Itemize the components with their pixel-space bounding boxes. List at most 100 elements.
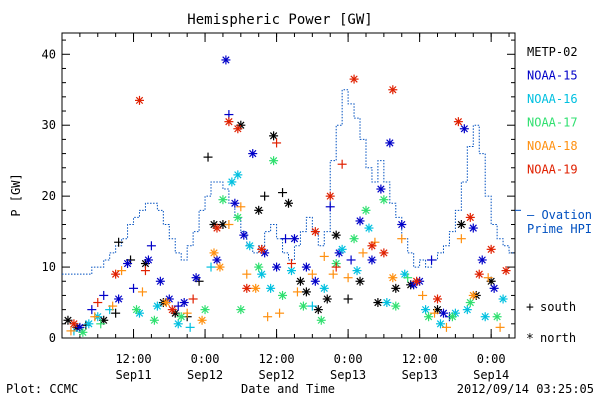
data-point-north	[376, 184, 386, 194]
data-point-north	[453, 117, 463, 127]
data-point-north	[421, 305, 431, 315]
data-point-south	[319, 251, 329, 261]
data-point-north	[352, 266, 362, 276]
data-point-north	[149, 315, 159, 325]
legend-entry: NOAA-15	[527, 69, 578, 83]
data-point-north	[269, 156, 279, 166]
data-point-north	[200, 305, 210, 315]
data-point-north	[337, 244, 347, 254]
legend-entry: METP-02	[527, 45, 578, 59]
data-point-south	[403, 273, 413, 283]
data-point-south	[140, 266, 150, 276]
data-point-north	[266, 283, 276, 293]
data-point-north	[391, 301, 401, 311]
data-point-north	[75, 322, 85, 332]
data-point-north	[289, 234, 299, 244]
data-point-north	[221, 55, 231, 65]
data-point-north	[236, 305, 246, 315]
data-point-north	[173, 319, 183, 329]
data-point-north	[239, 230, 249, 240]
data-point-north	[313, 305, 323, 315]
data-point-south	[224, 220, 234, 230]
data-point-north	[161, 298, 171, 308]
south-marker-symbol: +	[526, 300, 534, 315]
y-tick-label: 20	[42, 189, 56, 203]
data-point-north	[459, 124, 469, 134]
data-point-north	[123, 259, 133, 269]
data-point-north	[84, 319, 94, 329]
y-tick-label: 0	[49, 331, 56, 345]
data-point-north	[114, 294, 124, 304]
data-point-north	[176, 312, 186, 322]
data-point-north	[215, 262, 225, 272]
data-point-north	[254, 262, 264, 272]
data-point-north	[242, 283, 252, 293]
data-point-south	[456, 234, 466, 244]
data-point-north	[143, 255, 153, 265]
x-tick-date-label: Sep13	[330, 368, 366, 382]
data-point-north	[364, 223, 374, 233]
data-point-north	[224, 117, 234, 127]
data-point-south	[263, 312, 273, 322]
data-point-south	[242, 269, 252, 279]
data-point-north	[245, 241, 255, 251]
data-point-north	[78, 327, 88, 337]
data-point-north	[498, 294, 508, 304]
chart-title: Hemispheric Power [GW]	[187, 12, 372, 28]
data-point-north	[233, 170, 243, 180]
data-point-north	[233, 212, 243, 222]
data-point-north	[132, 305, 142, 315]
data-point-north	[191, 273, 201, 283]
y-tick-label: 10	[42, 260, 56, 274]
x-tick-time-label: 0:00	[191, 352, 220, 366]
data-point-north	[212, 255, 222, 265]
data-point-north	[257, 244, 267, 254]
data-point-south	[182, 308, 192, 318]
data-point-south	[108, 301, 118, 311]
data-point-north	[388, 273, 398, 283]
x-tick-date-label: Sep12	[187, 368, 223, 382]
data-point-south	[117, 266, 127, 276]
north-marker-symbol: *	[526, 332, 534, 347]
footer-plot-credit: Plot: CCMC	[6, 382, 78, 396]
data-point-north	[465, 212, 475, 222]
data-point-south	[137, 287, 147, 297]
data-point-north	[254, 205, 264, 215]
x-tick-date-label: Sep13	[402, 368, 438, 382]
data-point-south	[430, 308, 440, 318]
data-point-south	[286, 259, 296, 269]
data-point-north	[447, 312, 457, 322]
data-point-north	[382, 298, 392, 308]
data-point-south	[272, 138, 282, 148]
data-point-south	[331, 262, 341, 272]
data-point-north	[391, 283, 401, 293]
data-point-north	[269, 131, 279, 141]
data-point-north	[385, 138, 395, 148]
data-point-south	[96, 319, 106, 329]
ovation-label-line1: – Ovation	[527, 208, 592, 222]
data-point-north	[301, 287, 311, 297]
data-point-north	[355, 276, 365, 286]
data-point-north	[379, 248, 389, 258]
data-point-south	[275, 308, 285, 318]
data-point-north	[233, 124, 243, 134]
data-point-north	[325, 191, 335, 201]
data-point-north	[480, 312, 490, 322]
y-axis-label: P [GW]	[9, 173, 23, 216]
data-point-south	[114, 237, 124, 247]
data-point-north	[322, 294, 332, 304]
marker-legend: + south * north	[526, 300, 576, 347]
data-point-north	[197, 315, 207, 325]
ovation-label-line2: Prime HPI	[527, 222, 592, 236]
data-point-north	[477, 255, 487, 265]
x-tick-date-label: Sep11	[115, 368, 151, 382]
data-point-north	[435, 319, 445, 329]
data-point-south	[146, 241, 156, 251]
data-point-north	[349, 234, 359, 244]
data-point-north	[251, 283, 261, 293]
x-tick-time-label: 12:00	[115, 352, 151, 366]
data-point-south	[495, 322, 505, 332]
data-point-north	[298, 301, 308, 311]
data-point-south	[278, 188, 288, 198]
